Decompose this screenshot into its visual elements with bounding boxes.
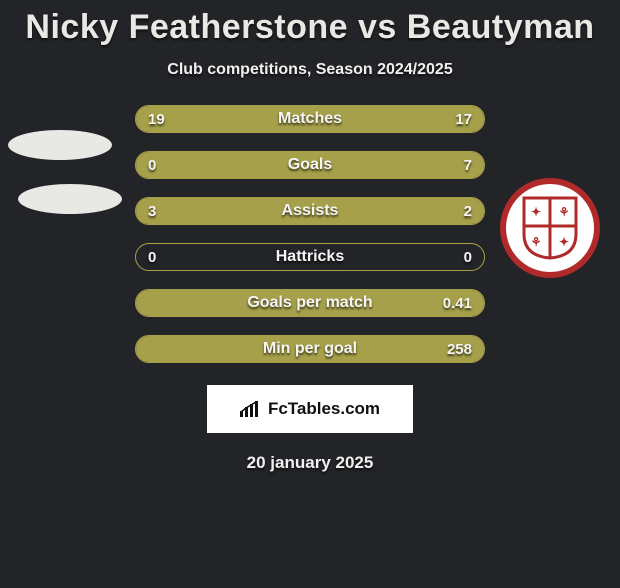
chart-icon [240, 401, 260, 417]
date-text: 20 january 2025 [0, 453, 620, 473]
bar-left [136, 106, 321, 132]
subtitle: Club competitions, Season 2024/2025 [0, 61, 620, 79]
value-right: 0 [464, 244, 472, 270]
bar-right [135, 336, 484, 362]
bar-right [135, 290, 484, 316]
stat-row: 258Min per goal [135, 335, 485, 363]
stat-row: 32Assists [135, 197, 485, 225]
bar-left [136, 198, 346, 224]
stat-row: 1917Matches [135, 105, 485, 133]
bar-right [197, 152, 484, 178]
page-title: Nicky Featherstone vs Beautyman [0, 8, 620, 47]
bar-left [136, 152, 199, 178]
row-label: Hattricks [136, 244, 484, 270]
bar-right [344, 198, 484, 224]
comparison-chart: 1917Matches 07Goals 32Assists 0 0Hattricks 0.… [0, 105, 620, 363]
value-left: 0 [148, 244, 156, 270]
stat-row: 0.41Goals per match [135, 289, 485, 317]
branding-badge: FcTables.com [207, 385, 413, 433]
bar-right [319, 106, 484, 132]
stat-row: 0 0Hattricks [135, 243, 485, 271]
stat-row: 07Goals [135, 151, 485, 179]
branding-text: FcTables.com [268, 399, 380, 419]
